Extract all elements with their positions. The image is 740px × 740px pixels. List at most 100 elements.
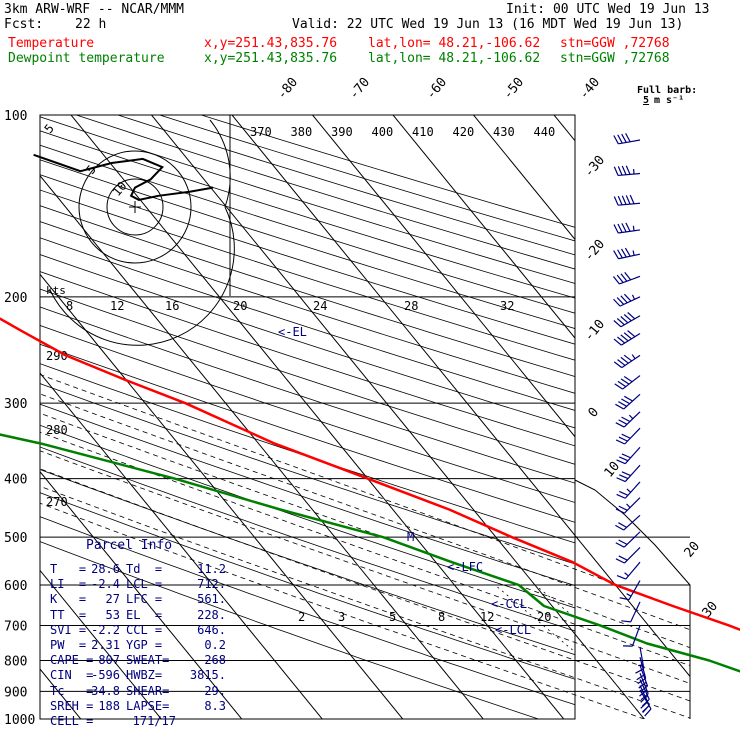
wind-barb-flag [616,274,624,283]
parcel-value: 188 [98,698,120,713]
parcel-value: 228. [197,607,226,622]
wind-barb-flag [623,332,632,340]
wind-barb-flag [625,195,631,205]
theta-e-label: 24 [313,299,327,313]
wind-barb [615,393,641,410]
parcel-value: -596 [91,668,120,683]
wind-barb [615,427,641,445]
wind-barb [615,514,641,531]
wind-barb-flag [620,273,628,282]
wind-barb-flag [617,249,623,259]
wind-barb-flag [621,620,631,623]
pressure-label: 300 [4,397,27,412]
wind-barb [613,165,641,177]
wind-barb-half-flag [632,250,635,256]
wind-barb-flag [617,380,627,388]
mixing-ratio-label: 12 [480,610,494,624]
wind-barb-staff [623,531,641,548]
isotherm [40,115,334,719]
parcel-key: Td = [126,562,163,576]
wind-barb [613,330,641,346]
wind-barb-flag [620,378,630,385]
wind-barb-flag [613,338,622,346]
parcel-key: SVI = [50,622,87,637]
hodograph-units: kts [46,284,66,297]
wind-barb-flag [613,298,621,307]
wind-barb [614,375,641,390]
theta-e-label: 8 [66,299,73,313]
wind-barb [615,411,641,428]
wind-barb [616,481,641,499]
wind-barb [615,547,641,564]
dewpoint-legend-stn: stn=GGW ,72768 [560,51,670,66]
wind-barb-flag [619,474,629,480]
parcel-value: 807 [98,653,120,668]
hodograph-ring-label: 5 [42,121,57,136]
wind-barb-flag [618,419,628,425]
dry-adiabat [40,205,575,377]
mixing-ratio-label: 2 [298,610,305,624]
hodograph-ring-label: 10 [110,179,130,199]
parcel-key: Tc = [50,683,94,698]
parcel-value: 3815. [189,668,226,683]
wind-barb-flag [621,433,631,439]
wind-barb [613,247,641,260]
moist-adiabat [40,115,690,719]
level-marker: <-EL [278,325,307,339]
parcel-info-row: CELL = 171/17 [50,714,230,728]
dry-adiabat [40,271,575,447]
dry-adiabat [40,343,575,523]
wind-barb-flag [627,330,636,338]
parcel-value: 34.8 [91,683,120,698]
parcel-info-row: PW = 2.31 YGP = 0.2 [50,638,230,652]
isotherm [40,115,173,719]
wind-barb [612,271,641,285]
wind-barb-half-flag [631,354,636,360]
isotherm-label: -80 [275,75,302,103]
parcel-key: HWBZ= [126,668,163,683]
pressure-label: 200 [4,291,27,306]
isotherm [289,115,690,719]
theta-e-label: 32 [500,299,514,313]
wind-barb-flag [616,459,626,465]
parcel-info-row: SREH = 188 LAPSE= 8.3 [50,699,230,713]
wind-barb-flag [619,456,629,462]
wind-barb-staff [620,315,641,328]
wind-barb-flag [616,297,625,305]
wind-barb-flag [615,422,625,428]
pressure-label: 500 [4,531,27,546]
isotherm [209,115,690,719]
wind-barb-staff [624,446,641,465]
moist-adiabat [40,115,645,719]
parcel-value: 2.31 [91,638,120,652]
dry-adiabat [40,221,575,394]
parcel-info-row: CAPE = 807 SWEAT= 268 [50,653,230,667]
temperature-legend-xy: x,y=251.43,835.76 [204,36,338,51]
parcel-value: 646. [197,622,226,637]
mixing-ratio-label: 20 [537,610,551,624]
wind-barb-half-flag [624,572,629,577]
wind-barb-flag [613,250,619,260]
dry-adiabat [40,403,575,586]
wind-barb-flag [612,276,620,285]
wind-barb-flag [620,356,629,364]
wind-barb-flag [621,165,627,175]
wind-barb-flag [618,505,628,511]
wind-barb-flag [613,320,622,328]
wind-barb-flag [614,383,623,390]
dry-adiabat [40,516,575,706]
wind-barb-flag [644,708,652,717]
dewpoint-profile [0,433,740,673]
wind-barb [622,625,641,647]
wind-barb-half-flag [632,225,635,231]
valid-time: Valid: 22 UTC Wed 19 Jun 13 (16 MDT Wed … [292,17,684,32]
dry-adiabat [40,424,575,609]
wind-barb [613,312,641,328]
level-marker: <-LFC [447,560,483,574]
init-time: Init: 00 UTC Wed 19 Jun 13 [506,2,710,17]
parcel-value: 29. [204,683,226,698]
wind-barb-flag [613,166,619,176]
wind-barb-flag [617,134,623,144]
wind-barb-half-flag [628,414,634,420]
hodograph-trace [33,153,214,201]
